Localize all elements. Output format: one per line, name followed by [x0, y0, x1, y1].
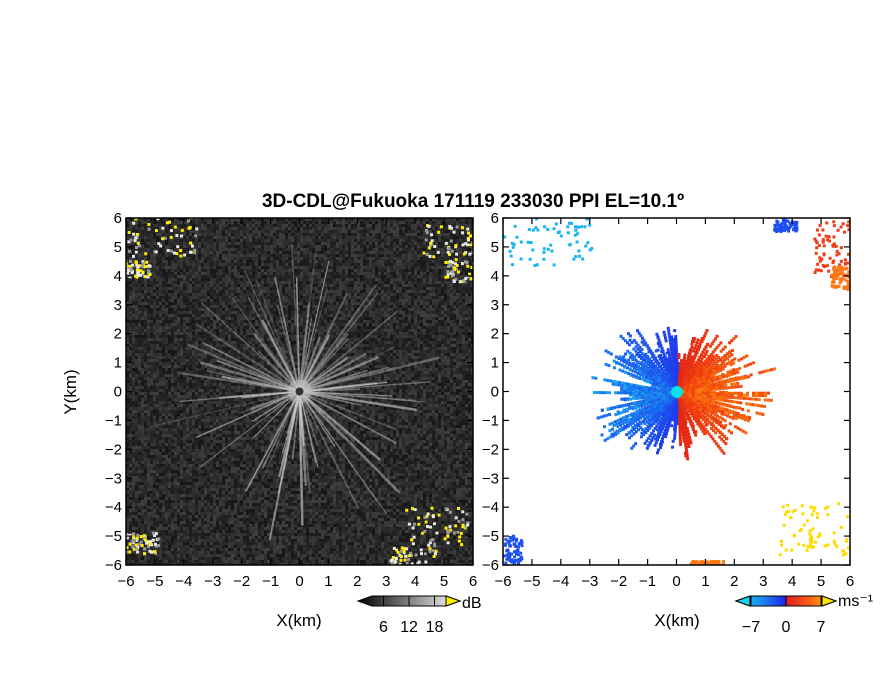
- reflectivity-x-tick-label: −4: [175, 573, 192, 590]
- velocity-x-tick-label: −5: [523, 573, 540, 590]
- reflectivity-y-tick-label: 0: [114, 384, 122, 401]
- velocity-y-tick-label: 6: [491, 210, 499, 227]
- reflectivity-y-tick-label: 4: [114, 268, 122, 285]
- reflectivity-x-tick-label: −2: [233, 573, 250, 590]
- reflectivity-radial-streaks: [153, 243, 440, 541]
- reflectivity-x-tick-label: 5: [440, 573, 448, 590]
- reflectivity-x-tick-label: −6: [117, 573, 134, 590]
- velocity-radial-field: [591, 326, 776, 461]
- reflectivity-colorbar-tick-label: 6: [379, 619, 388, 636]
- velocity-colorbar-min-arrow: [734, 595, 751, 607]
- velocity-y-tick-label: −1: [482, 412, 499, 429]
- velocity-x-axis-label: X(km): [654, 611, 699, 630]
- velocity-colorbar-tick-label: 0: [782, 619, 791, 636]
- velocity-colorbar-tick-label: −7: [742, 619, 760, 636]
- velocity-edge-echoes: [503, 218, 850, 565]
- velocity-x-tick-label: 6: [846, 573, 854, 590]
- velocity-y-tick-label: 3: [491, 297, 499, 314]
- reflectivity-edge-echoes: [126, 218, 473, 565]
- velocity-panel: −6 −5 −4 −3 −2 −1 0 1 2 3 4 5 6 −6 −5 −4 −3 −2 −1 0 1 2 3 4 5 6 X…: [482, 210, 854, 630]
- velocity-y-tick-label: −4: [482, 499, 499, 516]
- reflectivity-x-tick-label: 2: [353, 573, 361, 590]
- velocity-y-tick-label: 4: [491, 268, 499, 285]
- reflectivity-y-tick-label: 3: [114, 297, 122, 314]
- velocity-y-tick-label: 0: [491, 384, 499, 401]
- reflectivity-colorbar-max-arrow: [445, 595, 462, 607]
- velocity-colorbar-max-arrow: [821, 595, 838, 607]
- reflectivity-y-tick-label: −2: [105, 441, 122, 458]
- velocity-x-tick-label: 4: [788, 573, 796, 590]
- velocity-y-tick-label: −3: [482, 470, 499, 487]
- velocity-radar-site: [671, 386, 683, 398]
- reflectivity-y-tick-label: 5: [114, 239, 122, 256]
- velocity-x-tick-label: −6: [494, 573, 511, 590]
- velocity-x-tick-label: 5: [817, 573, 825, 590]
- reflectivity-y-axis-label: Y(km): [61, 369, 80, 414]
- velocity-y-tick-label: 1: [491, 355, 499, 372]
- velocity-colorbar: −7 0 7 ms⁻¹: [734, 593, 873, 636]
- reflectivity-noise-field: [126, 218, 473, 565]
- reflectivity-x-tick-label: 0: [295, 573, 303, 590]
- velocity-x-tick-label: −3: [581, 573, 598, 590]
- velocity-y-tick-label: 2: [491, 326, 499, 343]
- reflectivity-y-tick-label: −1: [105, 412, 122, 429]
- reflectivity-panel: −6 −5 −4 −3 −2 −1 0 1 2 3 4 5 6 −6 −5 −4 −3 −2 −1 0 1 2 3 4 5 6 Y…: [61, 210, 477, 630]
- velocity-x-tick-label: 0: [672, 573, 680, 590]
- velocity-colorbar-tick-label: 7: [817, 619, 826, 636]
- velocity-colorbar-unit: ms⁻¹: [838, 593, 873, 610]
- velocity-x-tick-label: −4: [552, 573, 569, 590]
- reflectivity-colorbar-unit: dB: [462, 595, 482, 612]
- figure-title: 3D-CDL@Fukuoka 171119 233030 PPI EL=10.1…: [262, 191, 684, 212]
- reflectivity-colorbar: 6 12 18 dB: [356, 595, 482, 636]
- velocity-x-tick-label: 3: [759, 573, 767, 590]
- reflectivity-y-tick-label: −5: [105, 528, 122, 545]
- reflectivity-x-axis-label: X(km): [276, 611, 321, 630]
- velocity-y-tick-label: 5: [491, 239, 499, 256]
- velocity-y-tick-label: −2: [482, 441, 499, 458]
- reflectivity-x-tick-label: 6: [469, 573, 477, 590]
- reflectivity-x-tick-label: −1: [262, 573, 279, 590]
- reflectivity-y-tick-label: 1: [114, 355, 122, 372]
- velocity-x-tick-label: 1: [701, 573, 709, 590]
- reflectivity-y-tick-label: −3: [105, 470, 122, 487]
- reflectivity-x-tick-label: 4: [411, 573, 419, 590]
- reflectivity-x-tick-label: −3: [204, 573, 221, 590]
- velocity-x-tick-label: −2: [610, 573, 627, 590]
- reflectivity-x-tick-label: −5: [146, 573, 163, 590]
- reflectivity-y-tick-label: −6: [105, 557, 122, 574]
- reflectivity-y-tick-label: 6: [114, 210, 122, 227]
- velocity-x-tick-label: −1: [639, 573, 656, 590]
- reflectivity-colorbar-tick-label: 12: [400, 619, 418, 636]
- reflectivity-x-tick-label: 3: [382, 573, 390, 590]
- reflectivity-y-tick-label: −4: [105, 499, 122, 516]
- reflectivity-radar-site: [295, 387, 304, 396]
- velocity-x-tick-label: 2: [730, 573, 738, 590]
- reflectivity-colorbar-tick-label: 18: [426, 619, 444, 636]
- velocity-y-tick-label: −5: [482, 528, 499, 545]
- reflectivity-x-tick-label: 1: [324, 573, 332, 590]
- velocity-y-tick-label: −6: [482, 557, 499, 574]
- reflectivity-y-tick-label: 2: [114, 326, 122, 343]
